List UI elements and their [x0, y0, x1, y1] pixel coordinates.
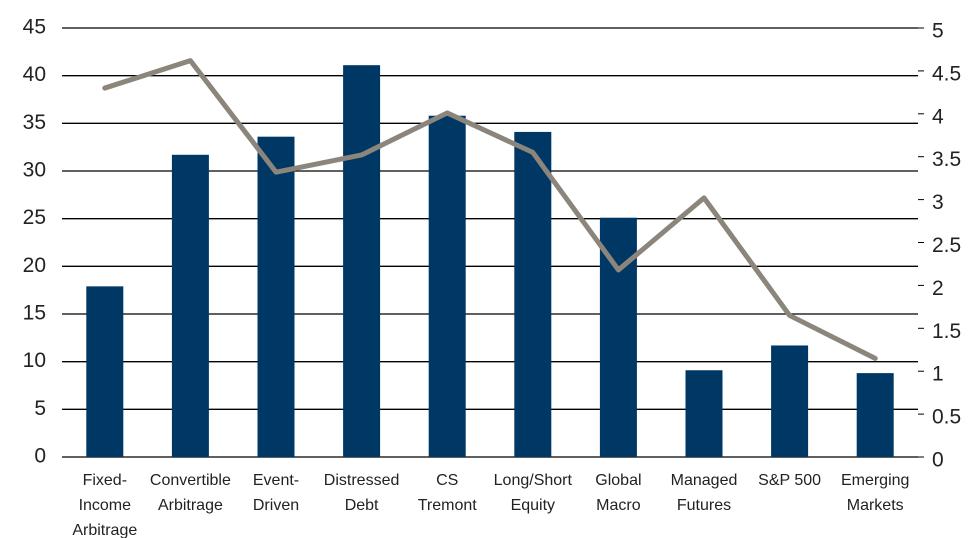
y-tick-label: 0 — [34, 445, 46, 468]
x-tick-label: S&P 500 — [758, 472, 821, 489]
bar — [257, 136, 295, 457]
y2-tick-label: 5 — [932, 20, 944, 43]
y-tick-label: 15 — [23, 302, 46, 325]
bar — [514, 131, 552, 457]
x-tick-label: Emerging Markets — [841, 472, 909, 514]
y-tick-label: 10 — [23, 349, 46, 372]
x-tick-label: Global Macro — [595, 472, 641, 514]
x-tick-line: Fixed- — [83, 472, 127, 489]
x-tick-line: S&P 500 — [758, 472, 821, 489]
y-tick-label: 20 — [23, 254, 46, 277]
x-tick-line: Driven — [253, 497, 299, 514]
line — [102, 58, 878, 361]
y2-tick-label: 4 — [932, 105, 944, 128]
x-tick-line: Equity — [511, 497, 555, 514]
x-tick-label: Fixed- Income Arbitrage — [72, 472, 137, 538]
x-tick-line: CS — [436, 472, 458, 489]
x-tick-line: Income — [79, 497, 132, 514]
y-tick-label: 40 — [23, 63, 46, 86]
y2-tick-label: 1.5 — [932, 320, 961, 343]
x-tick-line: Emerging — [841, 472, 909, 489]
x-tick-label: Long/Short Equity — [494, 472, 573, 514]
y-tick-label: 25 — [23, 206, 46, 229]
x-tick-line: Tremont — [418, 497, 478, 514]
x-tick-label: Convertible Arbitrage — [150, 472, 231, 514]
x-tick-line: Distressed — [324, 472, 400, 489]
x-tick-line: Long/Short — [494, 472, 573, 489]
bar — [856, 373, 894, 457]
x-tick-line: Macro — [596, 497, 641, 514]
bar — [428, 115, 466, 457]
y2-tick-label: 3 — [932, 191, 944, 214]
x-tick-line: Managed — [671, 472, 738, 489]
bar — [771, 345, 809, 457]
y-tick-label: 45 — [23, 16, 46, 39]
x-tick-line: Futures — [677, 497, 731, 514]
y2-tick-label: 1 — [932, 363, 944, 386]
y-tick-label: 30 — [23, 159, 46, 182]
x-tick-label: Distressed Debt — [324, 472, 400, 514]
y-tick-label: 35 — [23, 111, 46, 134]
x-tick-label: Event- Driven — [253, 472, 299, 514]
y2-tick-label: 2.5 — [932, 234, 961, 257]
bar — [343, 65, 381, 458]
x-tick-line: Event- — [253, 472, 299, 489]
y2-tick-label: 4.5 — [932, 62, 961, 85]
y-tick-label: 5 — [34, 397, 46, 420]
x-tick-line: Arbitrage — [158, 497, 223, 514]
x-tick-line: Global — [595, 472, 641, 489]
x-tick-label: Managed Futures — [671, 472, 738, 514]
y2-tick-label: 3.5 — [932, 148, 961, 171]
x-tick-line: Convertible — [150, 472, 231, 489]
bar — [171, 154, 209, 457]
bar — [685, 370, 723, 457]
x-tick-label: CS Tremont — [418, 472, 478, 514]
bar — [86, 286, 124, 457]
x-tick-line: Arbitrage — [72, 522, 137, 538]
x-tick-line: Markets — [847, 497, 904, 514]
y2-tick-label: 2 — [932, 277, 944, 300]
y2-tick-label: 0.5 — [932, 406, 961, 429]
y2-tick-label: 0 — [932, 449, 944, 472]
x-tick-line: Debt — [345, 497, 379, 514]
